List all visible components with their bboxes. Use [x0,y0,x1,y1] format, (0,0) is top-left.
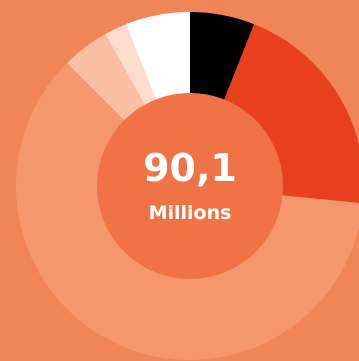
donut-hole [97,93,283,279]
center-unit: Millions [149,202,232,224]
center-value: 90,1 [143,146,237,190]
